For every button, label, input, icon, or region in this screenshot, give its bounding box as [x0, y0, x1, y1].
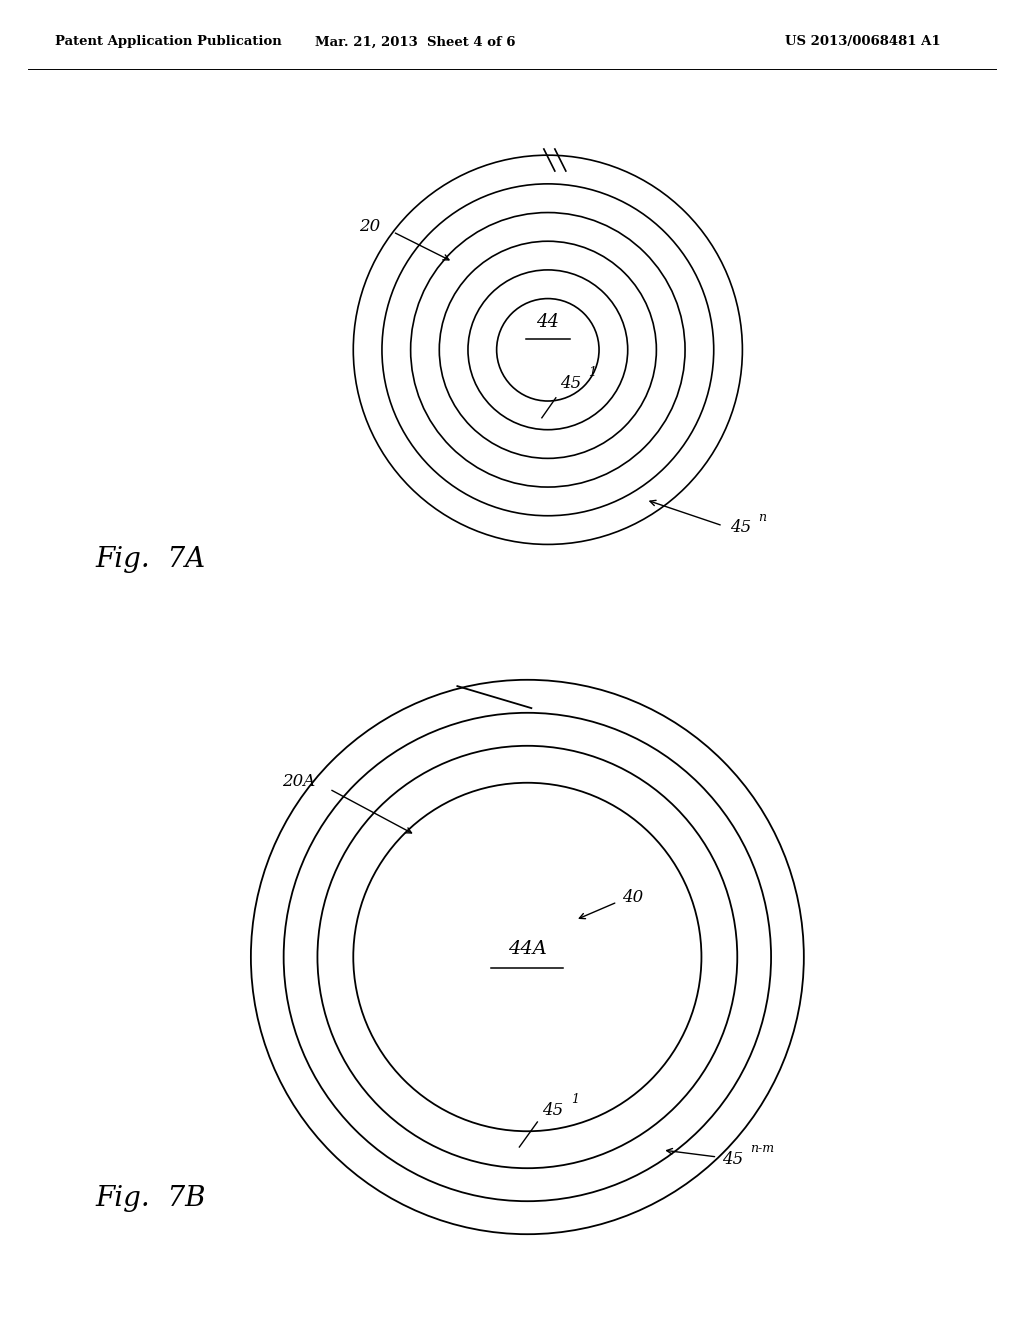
- Text: n-m: n-m: [751, 1143, 774, 1155]
- Text: Fig.  7A: Fig. 7A: [95, 546, 205, 573]
- Text: Patent Application Publication: Patent Application Publication: [55, 36, 282, 49]
- Text: 1: 1: [571, 1093, 580, 1106]
- Text: 20: 20: [358, 218, 380, 235]
- Text: 44: 44: [537, 313, 559, 331]
- Text: 45: 45: [560, 375, 581, 392]
- Text: 45: 45: [543, 1102, 563, 1119]
- Text: 44A: 44A: [508, 940, 547, 958]
- Text: 40: 40: [623, 888, 644, 906]
- Text: 20A: 20A: [282, 774, 315, 791]
- Text: 45: 45: [722, 1151, 743, 1167]
- Text: 45: 45: [730, 519, 751, 536]
- Text: US 2013/0068481 A1: US 2013/0068481 A1: [785, 36, 941, 49]
- Text: n: n: [758, 511, 766, 524]
- Text: Mar. 21, 2013  Sheet 4 of 6: Mar. 21, 2013 Sheet 4 of 6: [314, 36, 515, 49]
- Text: Fig.  7B: Fig. 7B: [95, 1185, 206, 1213]
- Text: 1: 1: [588, 366, 596, 379]
